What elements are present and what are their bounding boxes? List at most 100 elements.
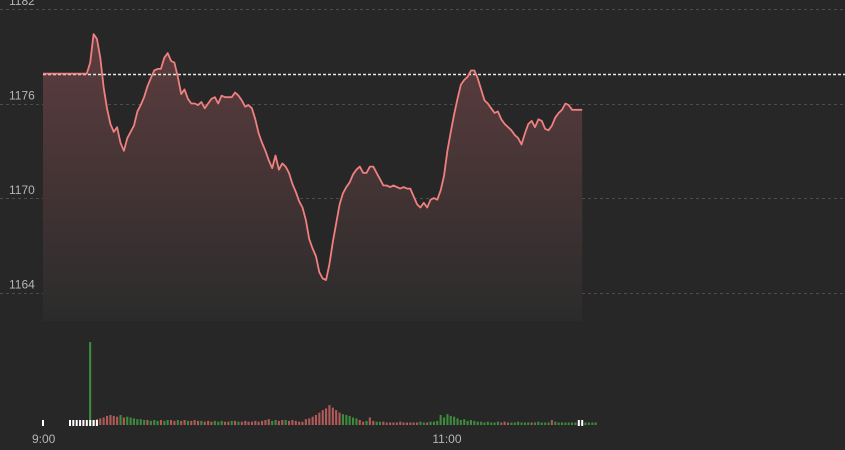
volume-bar <box>419 421 422 425</box>
volume-bar <box>311 416 314 425</box>
y-axis-tick-labels: 1164 1170 1176 1182 <box>9 0 35 292</box>
volume-bar <box>230 420 233 426</box>
volume-bar <box>547 422 550 425</box>
volume-bar <box>328 405 331 425</box>
volume-bar <box>486 421 489 425</box>
y-tick-label: 1182 <box>9 0 35 8</box>
volume-bar <box>288 420 291 426</box>
volume-bar <box>203 421 206 425</box>
volume-bar <box>112 415 115 425</box>
volume-bar <box>240 421 243 425</box>
volume-bar <box>550 420 553 425</box>
volume-bar <box>294 420 297 426</box>
volume-bar <box>247 421 250 425</box>
x-axis-tick-labels: 9:00 11:00 <box>32 432 462 446</box>
volume-bar <box>537 421 540 425</box>
volume-bar <box>469 420 472 425</box>
volume-bar <box>392 422 395 425</box>
volume-bar <box>271 420 274 426</box>
time-marker <box>75 420 78 426</box>
volume-bar <box>129 417 132 425</box>
volume-bar <box>493 422 496 425</box>
volume-bar <box>217 421 220 425</box>
price-line <box>43 33 583 281</box>
volume-bar <box>399 421 402 425</box>
volume-bar <box>109 415 112 425</box>
time-marker <box>69 420 71 426</box>
volume-bar <box>156 420 159 426</box>
volume-bar <box>149 420 152 426</box>
volume-bar <box>473 420 476 426</box>
volume-bar <box>534 422 537 425</box>
volume-bar <box>338 412 341 425</box>
time-marker <box>79 420 82 426</box>
time-markers <box>42 420 584 426</box>
volume-bar <box>234 420 237 426</box>
volume-bar <box>136 419 139 425</box>
volume-bar <box>284 420 287 425</box>
volume-bar <box>490 422 493 425</box>
volume-bar <box>166 420 169 425</box>
volume-bar <box>483 422 486 425</box>
volume-bars <box>89 342 597 426</box>
volume-bar <box>587 422 590 425</box>
price-series-line <box>43 33 583 281</box>
volume-bar <box>261 420 264 426</box>
volume-bar <box>422 422 425 425</box>
volume-bar <box>277 420 280 426</box>
volume-bar <box>352 417 355 425</box>
volume-bar <box>432 421 435 425</box>
volume-bar <box>325 408 328 425</box>
volume-bar <box>106 415 109 425</box>
volume-bar <box>267 419 270 425</box>
volume-bar <box>395 422 398 425</box>
volume-bar <box>554 421 557 425</box>
time-marker <box>581 420 584 426</box>
volume-bar <box>530 422 533 425</box>
volume-bar <box>237 421 240 425</box>
volume-bar <box>496 421 499 425</box>
volume-bar <box>449 415 452 425</box>
volume-bar <box>200 420 203 426</box>
volume-bar <box>119 415 122 425</box>
volume-bar <box>513 422 516 425</box>
volume-bar <box>173 420 176 426</box>
volume-bar <box>301 421 304 425</box>
volume-bar <box>409 422 412 425</box>
volume-bar <box>143 420 146 425</box>
time-marker <box>85 420 88 426</box>
volume-bar <box>362 421 365 425</box>
volume-bar <box>207 420 210 426</box>
volume-bar <box>355 418 358 425</box>
volume-bar <box>571 422 574 425</box>
time-marker <box>72 420 75 426</box>
volume-bar <box>210 421 213 425</box>
volume-bar <box>254 420 257 426</box>
volume-bar <box>466 420 469 426</box>
volume-bar <box>102 417 105 425</box>
volume-bar <box>358 420 361 425</box>
volume-bar <box>520 422 523 425</box>
volume-bar <box>213 420 216 426</box>
volume-bar <box>429 421 432 425</box>
volume-bar <box>341 414 344 425</box>
volume-bar <box>180 420 183 426</box>
volume-bar <box>122 417 125 425</box>
volume-bar <box>264 420 267 425</box>
volume-bar <box>544 422 547 425</box>
volume-bar <box>372 420 375 426</box>
x-tick-label: 11:00 <box>432 432 461 446</box>
volume-bar <box>459 420 462 425</box>
volume-bar <box>331 407 334 425</box>
volume-bar <box>227 421 230 425</box>
volume-bar <box>197 420 200 426</box>
volume-bar <box>453 416 456 425</box>
volume-bar <box>159 420 162 425</box>
volume-bar <box>99 418 102 425</box>
volume-bar <box>365 420 368 426</box>
volume-bar <box>220 420 223 426</box>
volume-bar <box>186 420 189 426</box>
time-marker <box>577 420 580 426</box>
